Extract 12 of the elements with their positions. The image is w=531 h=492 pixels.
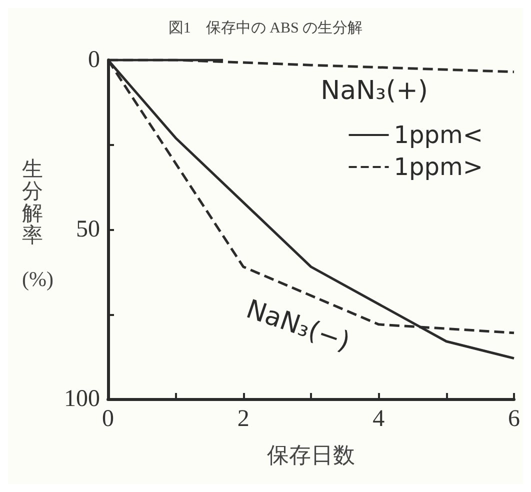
x-tick-label: 4 [372,406,385,432]
y-tick-label: 50 [76,216,100,242]
y-tick-label: 100 [64,386,100,412]
x-tick-label: 2 [237,406,250,432]
legend-label: 1ppm> [394,153,484,181]
y-tick-label: 0 [88,47,100,73]
x-axis-title: 保存日数 [267,442,355,468]
y-axis-title: 生分解率(%) [22,157,54,291]
x-tick-label: 6 [508,406,520,432]
legend-label: 1ppm< [394,121,484,149]
legend-title: NaN₃(+) [320,76,428,106]
chart-title: 図1 保存中の ABS の生分解 [168,20,363,36]
